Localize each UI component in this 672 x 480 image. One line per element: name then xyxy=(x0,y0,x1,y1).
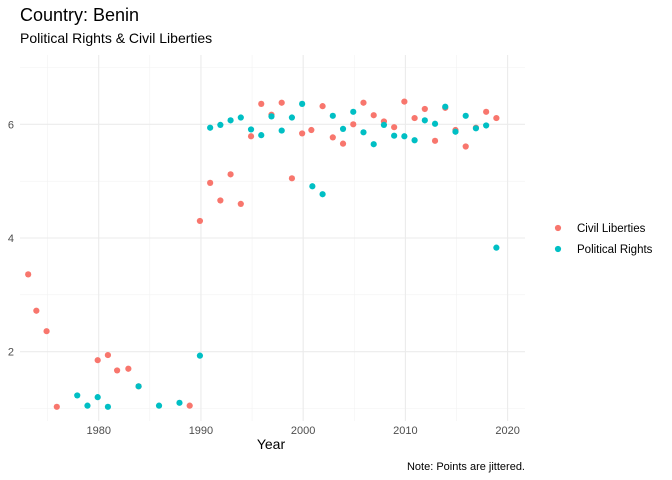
civil-liberties-point xyxy=(186,402,193,409)
political-rights-point xyxy=(411,137,418,144)
political-rights-point xyxy=(319,191,326,198)
civil-liberties-point xyxy=(196,217,204,225)
legend-key-political-rights xyxy=(554,245,562,253)
major-gridlines xyxy=(20,55,525,421)
civil-liberties-point xyxy=(431,137,439,144)
data-points xyxy=(25,98,500,410)
civil-liberties-point xyxy=(207,179,214,186)
x-tick-label: 2020 xyxy=(495,425,519,437)
y-tick-label: 6 xyxy=(8,119,14,131)
x-tick-label: 2000 xyxy=(291,425,315,437)
civil-liberties-point xyxy=(493,114,500,122)
civil-liberties-point xyxy=(329,134,336,141)
civil-liberties-point xyxy=(308,126,315,134)
x-axis-ticks: 1980 1990 2000 2010 2020 xyxy=(86,425,519,437)
civil-liberties-point xyxy=(247,133,255,140)
political-rights-point xyxy=(258,132,265,139)
civil-liberties-point xyxy=(299,130,306,137)
political-rights-point xyxy=(391,132,398,139)
political-rights-point xyxy=(74,392,81,399)
civil-liberties-point xyxy=(288,175,296,182)
civil-liberties-point xyxy=(462,143,469,150)
y-tick-label: 4 xyxy=(8,233,14,245)
legend-label-civil-liberties: Civil Liberties xyxy=(577,223,646,235)
political-rights-point xyxy=(339,125,347,132)
political-rights-point xyxy=(401,133,408,140)
political-rights-point xyxy=(370,141,377,148)
civil-liberties-point xyxy=(391,124,398,131)
civil-liberties-point xyxy=(33,307,40,314)
political-rights-point xyxy=(84,402,91,409)
civil-liberties-point xyxy=(258,100,265,107)
political-rights-point xyxy=(288,114,296,121)
political-rights-point xyxy=(196,352,204,359)
political-rights-point xyxy=(135,383,142,390)
legend-label-political-rights: Political Rights xyxy=(577,244,653,256)
civil-liberties-point xyxy=(339,140,347,147)
political-rights-point xyxy=(350,108,357,115)
civil-liberties-point xyxy=(94,357,101,364)
civil-liberties-point xyxy=(278,99,285,106)
civil-liberties-point xyxy=(43,328,50,335)
civil-liberties-point xyxy=(104,351,112,359)
political-rights-point xyxy=(493,244,500,251)
civil-liberties-point xyxy=(421,105,428,113)
civil-liberties-point xyxy=(370,112,377,119)
x-tick-label: 2010 xyxy=(393,425,417,437)
civil-liberties-point xyxy=(360,99,367,106)
x-tick-label: 1980 xyxy=(86,425,110,437)
civil-liberties-point xyxy=(25,271,32,278)
chart-caption: Note: Points are jittered. xyxy=(407,461,525,473)
legend: Civil Liberties Political Rights xyxy=(554,223,653,256)
political-rights-point xyxy=(217,121,224,129)
political-rights-point xyxy=(176,399,183,406)
political-rights-point xyxy=(452,128,459,135)
plot-panel xyxy=(20,55,525,421)
political-rights-point xyxy=(104,403,112,410)
political-rights-point xyxy=(309,183,316,190)
civil-liberties-point xyxy=(350,121,357,128)
civil-liberties-point xyxy=(411,114,418,122)
civil-liberties-point xyxy=(401,98,408,105)
x-tick-label: 1990 xyxy=(189,425,213,437)
civil-liberties-point xyxy=(237,200,244,208)
y-axis-ticks: 2 4 6 xyxy=(8,119,14,358)
political-rights-point xyxy=(268,113,275,120)
civil-liberties-point xyxy=(53,403,60,410)
civil-liberties-point xyxy=(483,108,490,115)
chart-title: Country: Benin xyxy=(20,5,139,25)
civil-liberties-point xyxy=(319,103,326,110)
civil-liberties-point xyxy=(227,171,234,178)
political-rights-point xyxy=(472,125,480,132)
political-rights-point xyxy=(299,100,306,107)
political-rights-point xyxy=(360,129,367,136)
legend-key-civil-liberties xyxy=(554,224,562,232)
political-rights-point xyxy=(207,124,214,131)
political-rights-point xyxy=(421,117,428,124)
political-rights-point xyxy=(247,126,255,133)
political-rights-point xyxy=(227,117,234,124)
civil-liberties-point xyxy=(125,365,132,372)
y-tick-label: 2 xyxy=(8,347,14,359)
political-rights-point xyxy=(237,114,244,121)
political-rights-point xyxy=(278,127,285,134)
civil-liberties-point xyxy=(217,197,224,204)
political-rights-point xyxy=(380,121,388,129)
political-rights-point xyxy=(462,112,469,119)
political-rights-point xyxy=(431,120,439,127)
x-axis-title: Year xyxy=(257,436,286,452)
political-rights-point xyxy=(442,103,449,110)
civil-liberties-point xyxy=(114,367,121,374)
chart-subtitle: Political Rights & Civil Liberties xyxy=(20,30,212,46)
political-rights-point xyxy=(329,112,336,119)
political-rights-point xyxy=(155,402,163,409)
political-rights-point xyxy=(94,394,101,401)
political-rights-point xyxy=(483,122,490,129)
